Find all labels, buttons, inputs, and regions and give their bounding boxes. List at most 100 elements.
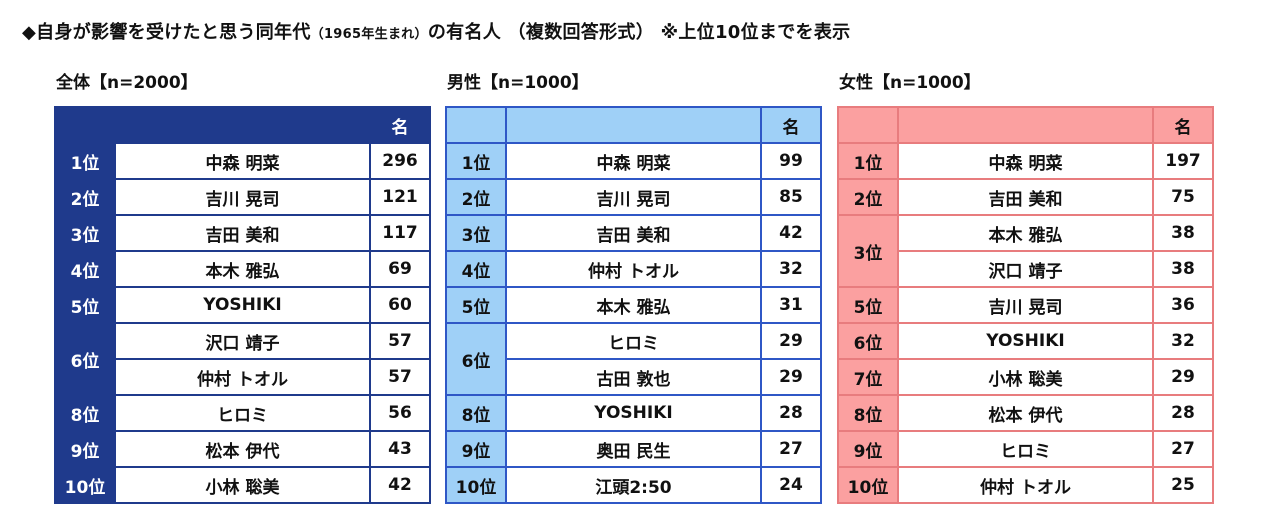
rank-cell: 7位	[837, 358, 899, 396]
count-cell: 57	[369, 358, 431, 396]
name-header-cell	[897, 106, 1154, 144]
count-cell: 43	[369, 430, 431, 468]
table-row: 6位 YOSHIKI 32	[837, 322, 1214, 360]
table-row: 4位 仲村 トオル 32	[445, 250, 822, 288]
table-row: 5位 本木 雅弘 31	[445, 286, 822, 324]
female-group-label: 女性【n=1000】	[839, 73, 981, 93]
name-cell: 沢口 靖子	[114, 322, 371, 360]
table-row: 8位 松本 伊代 28	[837, 394, 1214, 432]
count-cell: 31	[760, 286, 822, 324]
rank-cell: 8位	[54, 394, 116, 432]
table-row: 6位 沢口 靖子 57	[54, 322, 431, 396]
name-cell: 仲村 トオル	[897, 466, 1154, 504]
name-cell: 江頭2:50	[505, 466, 762, 504]
name-cell: 本木 雅弘	[505, 286, 762, 324]
rank-cell: 9位	[54, 430, 116, 468]
name-cell: 本木 雅弘	[114, 250, 371, 288]
name-cell: 松本 伊代	[114, 430, 371, 468]
rank-cell: 2位	[837, 178, 899, 216]
count-cell: 28	[1152, 394, 1214, 432]
table-row: 7位 小林 聡美 29	[837, 358, 1214, 396]
rank-header-cell	[54, 106, 116, 144]
name-cell: 吉田 美和	[505, 214, 762, 252]
name-header-cell	[114, 106, 371, 144]
name-cell: 吉田 美和	[114, 214, 371, 252]
count-cell: 85	[760, 178, 822, 216]
name-cell: 吉川 晃司	[505, 178, 762, 216]
table-row: 9位 奥田 民生 27	[445, 430, 822, 468]
title-sub: （1965年生まれ）	[310, 27, 428, 42]
count-cell: 117	[369, 214, 431, 252]
rank-cell: 5位	[54, 286, 116, 324]
count-cell: 42	[760, 214, 822, 252]
name-cell: 本木 雅弘	[897, 214, 1154, 252]
table-row: 仲村 トオル 57	[55, 358, 431, 396]
count-cell: 38	[1152, 250, 1214, 288]
name-cell: 古田 敦也	[505, 358, 762, 396]
count-header-cell: 名	[760, 106, 822, 144]
table-row: 8位 YOSHIKI 28	[445, 394, 822, 432]
table-row: 10位 江頭2:50 24	[445, 466, 822, 504]
total-group-label: 全体【n=2000】	[56, 73, 198, 93]
name-cell: ヒロミ	[505, 322, 762, 360]
count-cell: 28	[760, 394, 822, 432]
rank-cell: 3位	[837, 214, 899, 288]
count-cell: 38	[1152, 214, 1214, 252]
rank-cell: 10位	[837, 466, 899, 504]
table-row: 3位 吉田 美和 42	[445, 214, 822, 252]
rank-cell: 6位	[445, 322, 507, 396]
rank-cell: 2位	[54, 178, 116, 216]
count-header-cell: 名	[369, 106, 431, 144]
rank-cell: 9位	[837, 430, 899, 468]
name-cell: 吉川 晃司	[897, 286, 1154, 324]
rank-header-cell	[837, 106, 899, 144]
table-row: 8位 ヒロミ 56	[54, 394, 431, 432]
rank-cell: 10位	[54, 466, 116, 504]
rank-cell: 10位	[445, 466, 507, 504]
table-row: 5位 吉川 晃司 36	[837, 286, 1214, 324]
rank-cell: 5位	[837, 286, 899, 324]
table-row: 3位 本木 雅弘 38	[837, 214, 1214, 288]
title-main: ◆自身が影響を受けたと思う同年代	[22, 22, 311, 43]
rank-cell: 8位	[445, 394, 507, 432]
rank-cell: 9位	[445, 430, 507, 468]
name-cell: 小林 聡美	[114, 466, 371, 504]
count-cell: 27	[760, 430, 822, 468]
rank-cell: 3位	[445, 214, 507, 252]
name-cell: 仲村 トオル	[505, 250, 762, 288]
rank-cell: 1位	[54, 142, 116, 180]
rank-cell: 1位	[837, 142, 899, 180]
rank-cell: 5位	[445, 286, 507, 324]
name-cell: 沢口 靖子	[897, 250, 1154, 288]
table-row: 2位 吉川 晃司 121	[54, 178, 431, 216]
rank-cell: 8位	[837, 394, 899, 432]
male-group-label: 男性【n=1000】	[447, 73, 589, 93]
count-cell: 56	[369, 394, 431, 432]
total-ranking-table: 名 1位 中森 明菜 296 2位 吉川 晃司 121 3位 吉田 美和 117 4位 本木 …	[54, 106, 431, 504]
name-cell: YOSHIKI	[114, 286, 371, 324]
rank-cell: 4位	[54, 250, 116, 288]
table-row: 2位 吉田 美和 75	[837, 178, 1214, 216]
name-cell: ヒロミ	[114, 394, 371, 432]
table-header-row: 名	[54, 106, 431, 144]
male-ranking-table: 名 1位 中森 明菜 99 2位 吉川 晃司 85 3位 吉田 美和 42 4位 仲村 トオル…	[445, 106, 822, 504]
count-cell: 32	[760, 250, 822, 288]
count-cell: 29	[760, 358, 822, 396]
table-row: 9位 松本 伊代 43	[54, 430, 431, 468]
table-row: 10位 小林 聡美 42	[54, 466, 431, 504]
rank-cell: 2位	[445, 178, 507, 216]
name-cell: 中森 明菜	[897, 142, 1154, 180]
rank-cell: 6位	[54, 322, 116, 396]
count-cell: 36	[1152, 286, 1214, 324]
table-row: 9位 ヒロミ 27	[837, 430, 1214, 468]
name-cell: 吉田 美和	[897, 178, 1154, 216]
count-cell: 99	[760, 142, 822, 180]
rank-cell: 6位	[837, 322, 899, 360]
table-header-row: 名	[837, 106, 1214, 144]
table-row: 10位 仲村 トオル 25	[837, 466, 1214, 504]
count-cell: 42	[369, 466, 431, 504]
page-title: ◆自身が影響を受けたと思う同年代（1965年生まれ）の有名人 （複数回答形式） …	[22, 18, 850, 44]
count-cell: 121	[369, 178, 431, 216]
name-cell: 奥田 民生	[505, 430, 762, 468]
rank-cell: 3位	[54, 214, 116, 252]
